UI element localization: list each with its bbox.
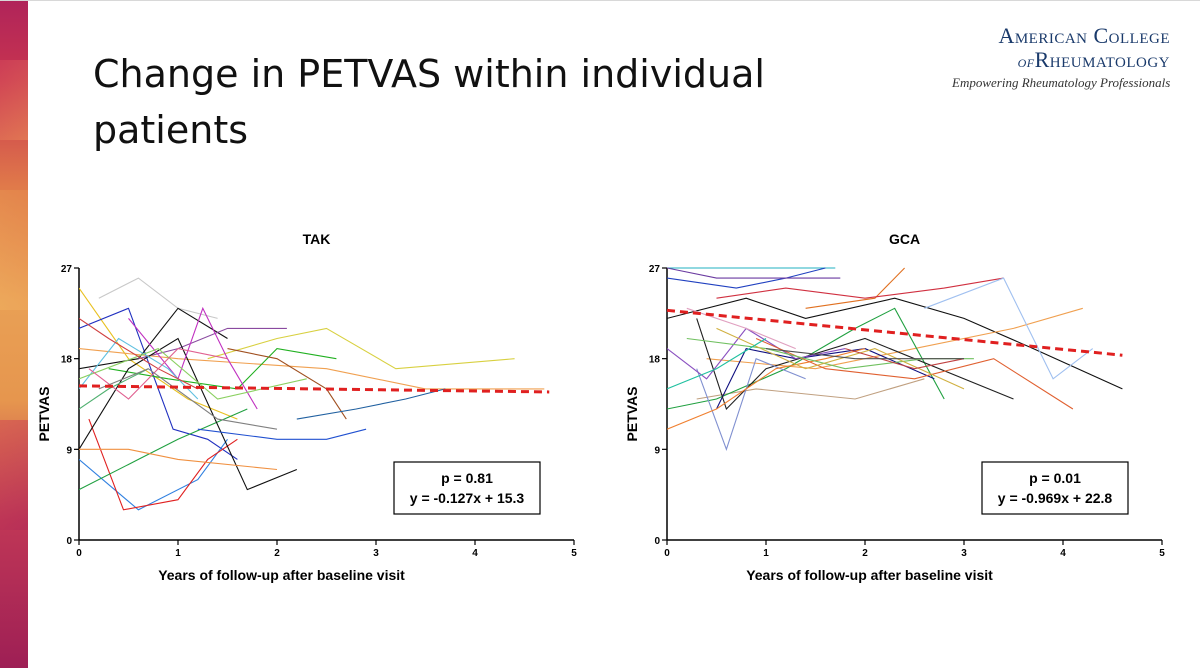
stats-box <box>393 461 541 515</box>
logo-of: of <box>1017 52 1035 71</box>
x-tick-label: 2 <box>274 548 280 559</box>
band-facet-top <box>0 60 28 140</box>
band-facet-middle <box>0 190 28 310</box>
y-axis-label: PETVAS <box>624 387 640 442</box>
x-tick-label: 3 <box>961 548 967 559</box>
patient-line-22 <box>686 307 796 350</box>
x-tick-label: 4 <box>472 548 478 559</box>
patient-line-5 <box>716 277 1004 299</box>
x-tick-label: 1 <box>175 548 181 559</box>
patient-line-15 <box>667 327 846 380</box>
patient-line-16 <box>755 337 1074 410</box>
chart-title: GCA <box>889 231 920 247</box>
acr-logo: American College ofRheumatology Empoweri… <box>952 24 1170 94</box>
logo-line-2: ofRheumatology <box>952 48 1170 74</box>
x-tick-label: 2 <box>862 548 868 559</box>
patient-line-9 <box>696 378 925 400</box>
p-value-label: p = 0.01 <box>1029 470 1081 486</box>
logo-rheumatology: Rheumatology <box>1034 47 1170 72</box>
patient-line-14 <box>667 348 866 430</box>
gca-chart: GCA 0 9 18 27 0 1 2 3 4 5 Years of follow-up after … <box>624 231 1165 583</box>
patient-line-3 <box>667 267 841 279</box>
x-axis-label: Years of follow-up after baseline visit <box>746 567 993 583</box>
x-tick-label: 4 <box>1060 548 1066 559</box>
y-tick-label: 9 <box>66 445 72 456</box>
patient-line-1 <box>79 287 238 420</box>
patient-line-12 <box>79 337 298 491</box>
y-tick-label: 0 <box>654 536 660 547</box>
x-tick-label: 1 <box>763 548 769 559</box>
patient-line-20 <box>765 348 964 360</box>
patient-line-22 <box>88 348 228 400</box>
patient-line-4 <box>805 267 905 309</box>
patient-line-6 <box>667 297 1123 390</box>
x-tick-label: 3 <box>373 548 379 559</box>
y-tick-label: 0 <box>66 536 72 547</box>
patient-line-2 <box>667 267 826 289</box>
x-axis-label: Years of follow-up after baseline visit <box>158 567 405 583</box>
x-tick-label: 5 <box>571 548 577 559</box>
x-tick-label: 0 <box>76 548 82 559</box>
patient-line-18 <box>79 347 307 400</box>
patient-line-23 <box>98 368 278 430</box>
y-tick-label: 9 <box>654 445 660 456</box>
series-group <box>667 267 1123 451</box>
regression-line <box>78 384 550 394</box>
slide-title: Change in PETVAS within individual patie… <box>93 52 765 152</box>
logo-tagline: Empowering Rheumatology Professionals <box>952 75 1171 90</box>
patient-line-2 <box>98 277 218 319</box>
top-divider <box>0 0 1200 1</box>
patient-line-6 <box>79 348 545 390</box>
patient-line-18 <box>716 327 965 390</box>
y-tick-label: 27 <box>649 264 661 275</box>
regression-line <box>666 308 1123 357</box>
y-tick-label: 18 <box>61 355 73 366</box>
patient-line-11 <box>79 408 248 491</box>
chart-title: TAK <box>303 231 331 247</box>
patient-line-14 <box>227 348 347 420</box>
patient-line-4 <box>79 307 228 370</box>
patient-line-7 <box>207 327 515 370</box>
patient-line-5 <box>138 327 287 360</box>
patient-line-20 <box>296 388 446 420</box>
patient-line-8 <box>924 277 1094 380</box>
patient-line-15 <box>128 306 258 410</box>
patient-line-17 <box>79 448 278 471</box>
p-value-label: p = 0.81 <box>441 470 493 486</box>
patient-line-19 <box>845 348 965 370</box>
patient-line-21 <box>667 338 767 390</box>
x-tick-label: 5 <box>1159 548 1165 559</box>
patient-line-13 <box>197 428 367 440</box>
decorative-side-band <box>0 0 28 668</box>
patient-line-3 <box>79 307 238 460</box>
y-tick-label: 27 <box>61 264 73 275</box>
stats-box <box>981 461 1129 515</box>
patient-line-21 <box>79 368 149 410</box>
patient-line-16 <box>79 337 199 400</box>
tak-chart: TAK 0 9 18 27 0 1 2 3 4 5 Years of follow-up after … <box>36 231 577 583</box>
logo-line-1: American College <box>998 23 1170 48</box>
patient-line-10 <box>88 418 238 511</box>
x-tick-label: 0 <box>664 548 670 559</box>
patient-line-19 <box>79 317 199 390</box>
y-axis-label: PETVAS <box>36 387 52 442</box>
band-facet-bottom <box>0 420 28 530</box>
equation-label: y = -0.969x + 22.8 <box>998 490 1113 506</box>
y-tick-label: 18 <box>649 355 661 366</box>
series-group <box>79 277 545 511</box>
patient-line-7 <box>706 307 1083 370</box>
patient-line-13 <box>696 357 806 451</box>
equation-label: y = -0.127x + 15.3 <box>410 490 525 506</box>
patient-line-9 <box>79 438 228 511</box>
